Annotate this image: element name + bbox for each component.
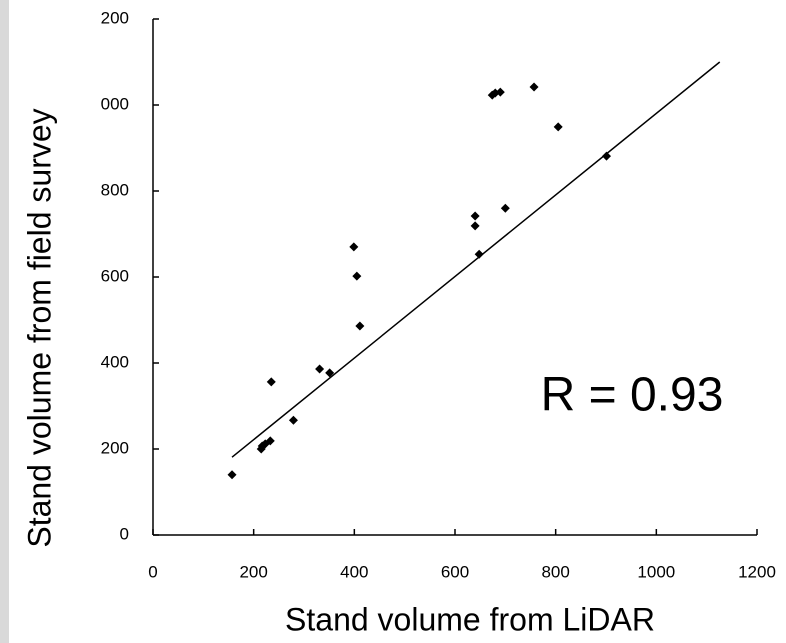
point: [315, 364, 325, 374]
point: [355, 321, 365, 331]
point: [288, 415, 298, 425]
point: [352, 271, 362, 281]
point: [265, 436, 275, 446]
point: [349, 242, 359, 252]
point: [227, 470, 237, 480]
point: [495, 87, 505, 97]
point: [470, 211, 480, 221]
point: [325, 368, 335, 378]
y-tick-label: 0: [120, 524, 129, 543]
point: [266, 377, 276, 387]
point: [474, 249, 484, 259]
x-tick-label: 400: [340, 562, 368, 581]
trend-line: [231, 61, 721, 458]
x-tick-label: 1200: [738, 562, 776, 581]
point: [553, 122, 563, 132]
x-tick-label: 600: [441, 562, 469, 581]
point: [529, 82, 539, 92]
y-axis-title: Stand volume from field survey: [21, 108, 57, 547]
x-tick-label: 800: [541, 562, 569, 581]
point: [470, 221, 480, 231]
y-tick-label: 200: [101, 8, 129, 27]
y-tick-label: 600: [101, 266, 129, 285]
point: [602, 151, 612, 161]
x-axis-title: Stand volume from LiDAR: [285, 601, 655, 637]
y-tick-label: 800: [101, 180, 129, 199]
x-tick-label: 200: [239, 562, 267, 581]
x-tick-label: 1000: [637, 562, 675, 581]
y-tick-label: 200: [101, 438, 129, 457]
x-tick-label: 0: [148, 562, 157, 581]
point: [500, 203, 510, 213]
y-tick-label: 400: [101, 352, 129, 371]
y-tick-label: 000: [101, 94, 129, 113]
annotation: R = 0.93: [541, 369, 724, 422]
left-border: [0, 0, 9, 643]
